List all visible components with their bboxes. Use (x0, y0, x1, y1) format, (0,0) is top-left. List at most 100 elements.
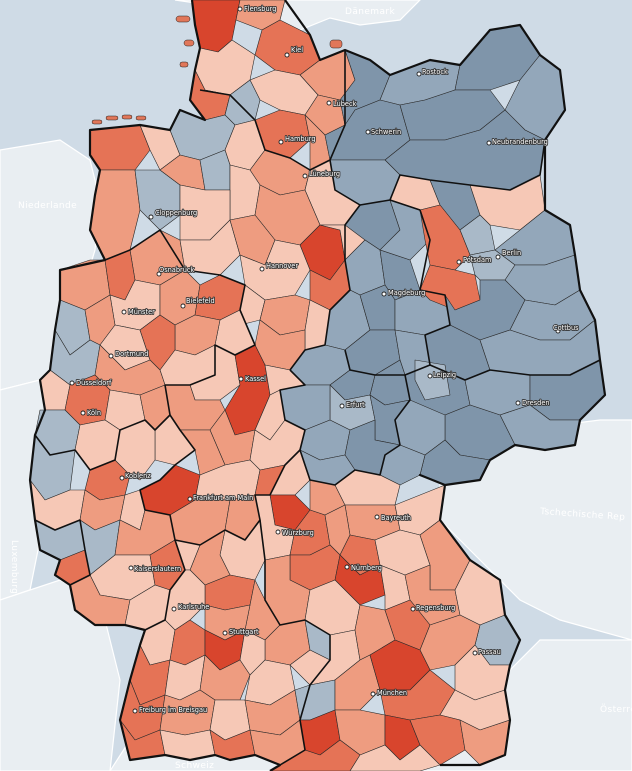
region-garmisch[interactable] (349, 744, 441, 771)
dot-magdeburg[interactable] (381, 291, 387, 297)
label-schwerin: Schwerin (371, 128, 401, 136)
dot-schwerin[interactable] (365, 129, 371, 135)
island-foehr (183, 39, 195, 47)
dot-muenchen[interactable] (370, 691, 376, 697)
label-karlsruhe: Karlsruhe (178, 603, 209, 611)
label-bayreuth: Bayreuth (381, 514, 411, 522)
border-rlp-bw (144, 539, 186, 631)
label-duesseldorf: Düsseldorf (76, 379, 112, 387)
dot-flensburg[interactable] (237, 6, 243, 12)
label-bielefeld: Bielefeld (186, 297, 215, 305)
island-fehmarn (329, 39, 343, 49)
dot-duesseldorf[interactable] (69, 380, 75, 386)
label-dortmund: Dortmund (115, 350, 148, 358)
border-ni-sa (289, 204, 361, 371)
cities: Flensburg Kiel Rostock Lübeck Schwerin H… (69, 4, 580, 715)
label-denmark: Dänemark (345, 7, 395, 17)
dot-karlsruhe[interactable] (171, 606, 177, 612)
label-neubrandenburg: Neubrandenburg (492, 138, 548, 146)
island-langeoog (121, 114, 133, 120)
label-rostock: Rostock (422, 68, 448, 76)
dot-lueneburg[interactable] (302, 173, 308, 179)
state-borders (34, 50, 601, 766)
label-nuernberg: Nürnberg (351, 564, 382, 572)
label-kiel: Kiel (291, 46, 303, 54)
label-osnabrueck: Osnabrück (159, 266, 195, 274)
label-muenster: Münster (128, 308, 155, 316)
dot-dortmund[interactable] (108, 353, 114, 359)
dot-nuernberg[interactable] (344, 564, 350, 570)
border-sa-brandenburg (389, 199, 451, 366)
label-erfurt: Erfurt (346, 401, 365, 409)
dot-hamburg[interactable] (278, 139, 284, 145)
dot-hannover[interactable] (259, 266, 265, 272)
label-magdeburg: Magdeburg (388, 289, 425, 297)
border-germany (28, 0, 607, 771)
label-muenchen: München (377, 689, 407, 697)
dot-stuttgart[interactable] (222, 630, 228, 636)
label-stuttgart: Stuttgart (229, 628, 259, 636)
label-hamburg: Hamburg (285, 135, 316, 143)
label-regensburg: Regensburg (416, 604, 455, 612)
label-frankfurt: Frankfurt am Main (193, 494, 253, 502)
dot-erfurt[interactable] (339, 403, 345, 409)
dot-leipzig[interactable] (427, 373, 433, 379)
dot-cottbus[interactable] (555, 328, 561, 334)
dot-dresden[interactable] (515, 400, 521, 406)
island-pellworm (179, 61, 189, 68)
dot-passau[interactable] (472, 650, 478, 656)
dot-bayreuth[interactable] (374, 514, 380, 520)
label-leipzig: Leipzig (433, 371, 456, 379)
district-regions (29, 0, 606, 771)
label-berlin: Berlin (502, 249, 521, 257)
land-france (0, 579, 121, 771)
border-bw-bavaria (259, 519, 331, 766)
label-kassel: Kassel (245, 375, 266, 383)
label-lueneburg: Lüneburg (309, 170, 340, 178)
label-dresden: Dresden (522, 399, 550, 407)
dot-regensburg[interactable] (410, 606, 416, 612)
dot-cloppenburg[interactable] (148, 214, 154, 220)
dot-wuerzburg[interactable] (275, 529, 281, 535)
label-passau: Passau (478, 648, 501, 656)
label-luebeck: Lübeck (333, 100, 357, 108)
dot-freiburg[interactable] (132, 708, 138, 714)
label-kaiserslautern: Kaiserslautern (134, 565, 181, 573)
dot-frankfurt[interactable] (187, 496, 193, 502)
border-nrw (34, 229, 256, 471)
label-cottbus: Cottbus (553, 324, 579, 332)
region-oberallgaeu[interactable] (269, 739, 361, 771)
border-thuringia (279, 349, 411, 486)
island-sylt (175, 15, 191, 23)
dot-potsdam[interactable] (456, 259, 462, 265)
dot-luebeck[interactable] (326, 100, 332, 106)
border-saxony (404, 359, 601, 381)
border-mv-brandenburg (359, 139, 546, 206)
dot-kassel[interactable] (238, 376, 244, 382)
dot-koblenz[interactable] (119, 475, 125, 481)
island-juist (91, 119, 103, 125)
label-luxembourg: Luxemburg (9, 540, 19, 594)
dot-rostock[interactable] (416, 71, 422, 77)
label-cloppenburg: Cloppenburg (155, 209, 197, 217)
dot-berlin[interactable] (495, 254, 501, 260)
label-koeln: Köln (87, 409, 101, 417)
dot-osnabrueck[interactable] (156, 271, 162, 277)
dot-muenster[interactable] (121, 309, 127, 315)
label-freiburg: Freiburg im Breisgau (139, 706, 207, 714)
dot-bielefeld[interactable] (180, 303, 186, 309)
dot-neubrandenburg[interactable] (486, 140, 492, 146)
dot-kiel[interactable] (284, 52, 290, 58)
label-wuerzburg: Würzburg (282, 529, 314, 537)
island-spiekeroog (135, 115, 147, 121)
region-havelland[interactable] (419, 204, 471, 271)
region-landshut[interactable] (419, 614, 481, 671)
dot-kaiserslautern[interactable] (128, 565, 134, 571)
label-potsdam: Potsdam (463, 256, 491, 264)
island-norderney (105, 115, 119, 121)
label-flensburg: Flensburg (244, 5, 276, 13)
label-austria: Österreich (600, 704, 632, 715)
dot-koeln[interactable] (80, 410, 86, 416)
